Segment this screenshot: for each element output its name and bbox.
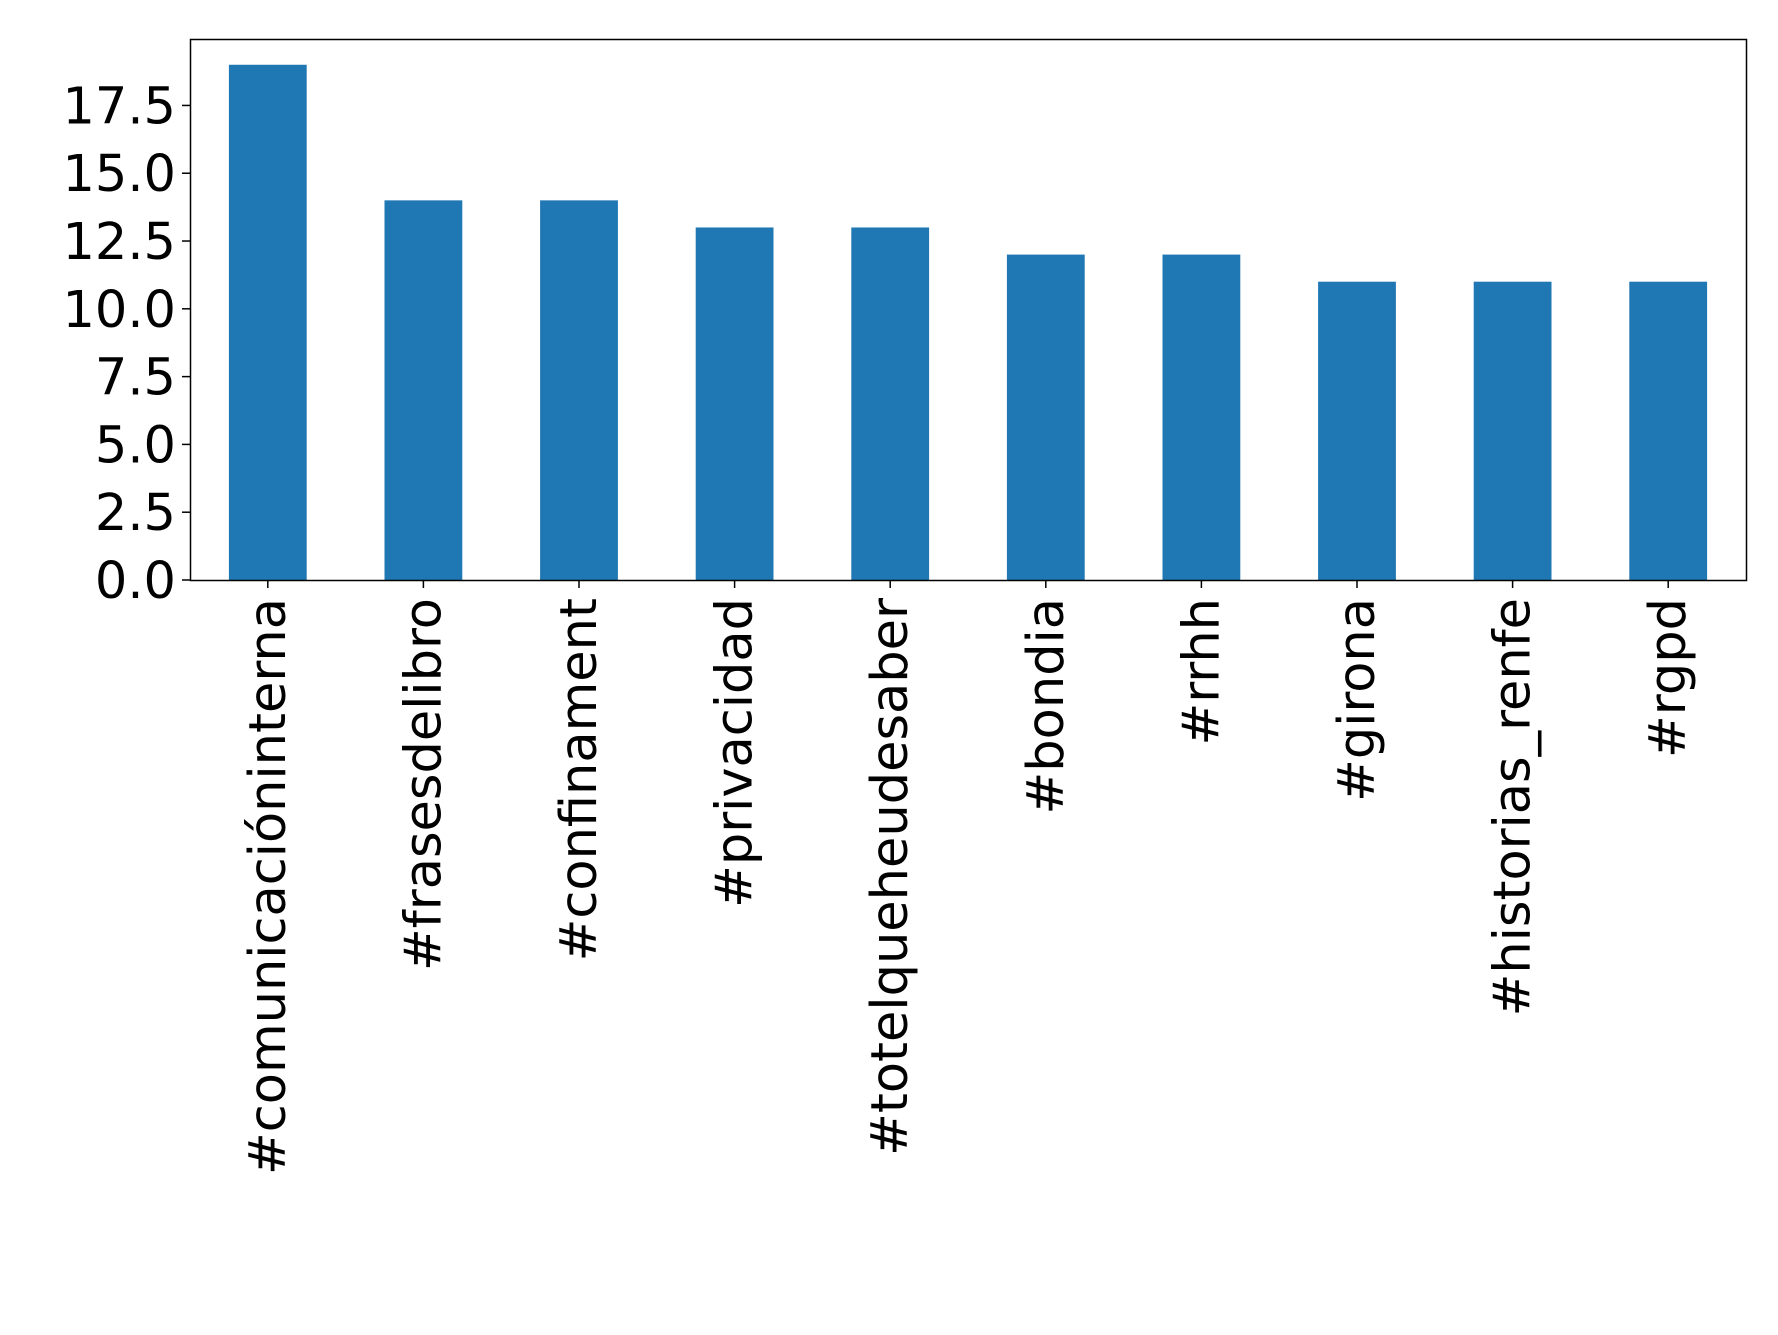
y-tick-label: 15.0: [62, 145, 176, 204]
y-tick-label: 17.5: [62, 77, 176, 136]
bar-rgpd: [1629, 281, 1708, 580]
y-tick-label: 0.0: [95, 552, 176, 611]
x-tick-label: #girona: [1328, 598, 1387, 802]
bar-privacidad: [695, 227, 774, 580]
y-tick-label: 10.0: [62, 281, 176, 340]
x-tick-label: #historias_renfe: [1484, 598, 1543, 1016]
plot-frame: [189, 38, 1748, 582]
bar-historias_renfe: [1473, 281, 1552, 580]
y-tick-label: 2.5: [95, 484, 176, 543]
x-tick-label: #frasesdelibro: [394, 598, 453, 971]
x-tick-label: #rrhh: [1172, 598, 1231, 746]
bar-confinament: [540, 200, 618, 580]
y-tick-label: 12.5: [62, 213, 176, 272]
bar-frasesdelibro: [384, 200, 463, 580]
x-tick-label: #comunicacióninterna: [239, 598, 298, 1175]
x-tick-label: #confinament: [550, 598, 609, 961]
y-axis: 0.0 2.5 5.0 7.5 10.0 12.5 15.0 17.5: [62, 77, 190, 611]
y-tick-label: 7.5: [95, 349, 176, 408]
x-tick-label: #rgpd: [1639, 598, 1698, 758]
bar-girona: [1318, 281, 1396, 580]
x-tick-label: #bondia: [1017, 598, 1076, 814]
bars: [228, 64, 1708, 580]
bar-comunicacióninterna: [228, 64, 307, 580]
bar-totelqueheudesaber: [851, 227, 930, 580]
bar-rrhh: [1162, 254, 1241, 580]
y-tick-label: 5.0: [95, 416, 176, 475]
x-axis: #comunicacióninterna #frasesdelibro #confi…: [239, 580, 1698, 1175]
x-tick-label: #privacidad: [706, 598, 765, 908]
bar-bondia: [1006, 254, 1085, 580]
x-tick-label: #totelqueheudesaber: [861, 598, 920, 1156]
